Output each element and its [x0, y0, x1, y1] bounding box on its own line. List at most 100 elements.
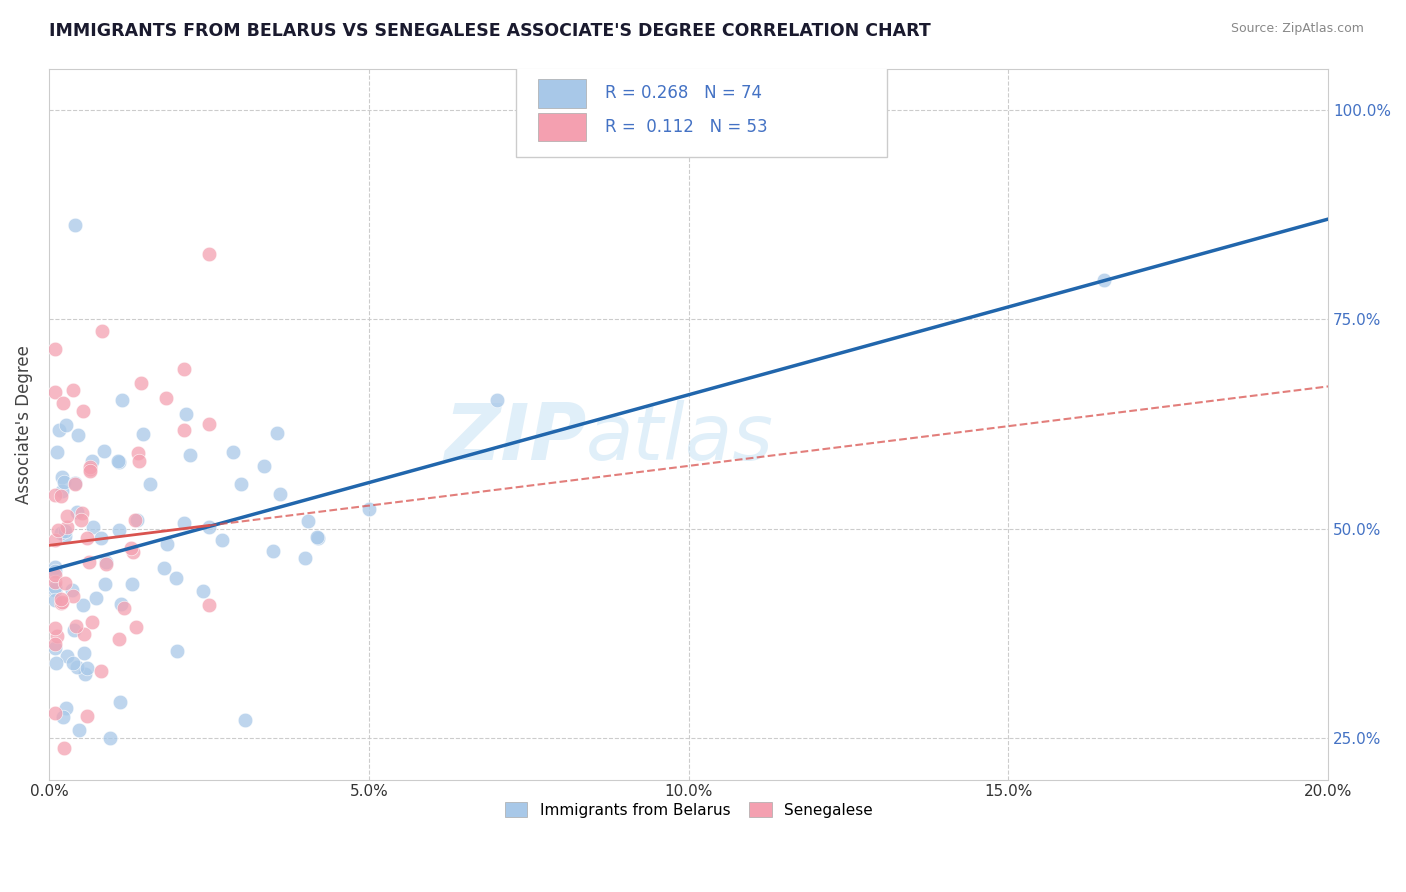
Point: [72, 403, 94, 417]
Point: [94, 555, 117, 569]
Point: [198, 599, 221, 613]
Point: [229, 476, 252, 491]
Point: [80, 615, 103, 630]
Point: [173, 424, 195, 438]
Point: [253, 458, 276, 473]
Point: [233, 713, 256, 727]
Point: [112, 600, 135, 615]
Point: [44, 385, 66, 400]
Point: [44, 533, 66, 547]
Point: [44, 621, 66, 635]
Point: [44, 592, 66, 607]
Point: [122, 545, 145, 559]
Point: [79, 460, 101, 475]
Point: [485, 392, 508, 407]
Point: [45, 629, 67, 643]
Point: [51, 484, 73, 499]
Point: [52, 740, 75, 755]
Point: [76, 531, 98, 545]
Point: [90, 532, 112, 546]
Point: [94, 558, 117, 572]
Point: [357, 501, 380, 516]
Point: [48, 523, 70, 537]
Point: [49, 526, 72, 541]
Point: [198, 247, 221, 261]
Point: [165, 572, 187, 586]
Point: [198, 520, 221, 534]
Point: [193, 583, 215, 598]
Point: [198, 417, 221, 432]
Point: [70, 513, 93, 527]
Point: [53, 524, 76, 539]
Point: [129, 376, 152, 390]
Point: [110, 393, 132, 408]
Point: [62, 589, 84, 603]
Text: R = 0.268   N = 74: R = 0.268 N = 74: [606, 85, 762, 103]
Point: [1092, 273, 1115, 287]
Point: [60, 582, 83, 597]
Point: [65, 218, 87, 232]
Point: [269, 486, 291, 500]
Point: [82, 519, 104, 533]
Point: [65, 619, 87, 633]
Point: [53, 475, 76, 490]
Point: [49, 489, 72, 503]
Point: [107, 454, 129, 468]
Point: [297, 514, 319, 528]
Point: [79, 464, 101, 478]
Point: [44, 342, 66, 356]
Point: [108, 455, 131, 469]
Point: [45, 445, 67, 459]
Point: [124, 513, 146, 527]
Point: [307, 531, 329, 545]
Point: [305, 529, 328, 543]
Text: ZIP: ZIP: [444, 401, 586, 476]
Point: [173, 362, 195, 376]
Point: [155, 391, 177, 405]
Point: [294, 550, 316, 565]
Point: [63, 477, 86, 491]
Point: [51, 591, 73, 606]
Point: [110, 598, 132, 612]
Point: [91, 324, 114, 338]
Text: IMMIGRANTS FROM BELARUS VS SENEGALESE ASSOCIATE'S DEGREE CORRELATION CHART: IMMIGRANTS FROM BELARUS VS SENEGALESE AS…: [49, 22, 931, 40]
Point: [84, 591, 107, 605]
Point: [44, 487, 66, 501]
Point: [121, 541, 143, 555]
Point: [93, 443, 115, 458]
Point: [63, 623, 86, 637]
Point: [45, 656, 67, 670]
Point: [73, 646, 96, 660]
Point: [55, 509, 77, 524]
Point: [90, 664, 112, 678]
Text: Source: ZipAtlas.com: Source: ZipAtlas.com: [1230, 22, 1364, 36]
Text: R =  0.112   N = 53: R = 0.112 N = 53: [606, 118, 768, 136]
Legend: Immigrants from Belarus, Senegalese: Immigrants from Belarus, Senegalese: [496, 794, 880, 825]
Point: [48, 423, 70, 437]
Point: [52, 709, 75, 723]
Point: [98, 731, 121, 745]
Point: [77, 555, 100, 569]
Point: [66, 660, 89, 674]
Point: [44, 640, 66, 655]
Point: [76, 661, 98, 675]
Bar: [537, 112, 586, 141]
Point: [49, 596, 72, 610]
Point: [79, 461, 101, 475]
Bar: [537, 79, 586, 108]
Point: [66, 427, 89, 442]
Point: [266, 426, 288, 441]
Point: [124, 620, 146, 634]
Point: [173, 516, 195, 530]
Point: [44, 706, 66, 720]
Point: [55, 701, 77, 715]
Point: [53, 529, 76, 543]
Point: [94, 577, 117, 591]
Point: [82, 454, 104, 468]
Point: [166, 644, 188, 658]
Point: [52, 396, 75, 410]
Point: [55, 417, 77, 432]
Point: [65, 476, 87, 491]
Point: [53, 576, 76, 591]
Point: [174, 408, 197, 422]
